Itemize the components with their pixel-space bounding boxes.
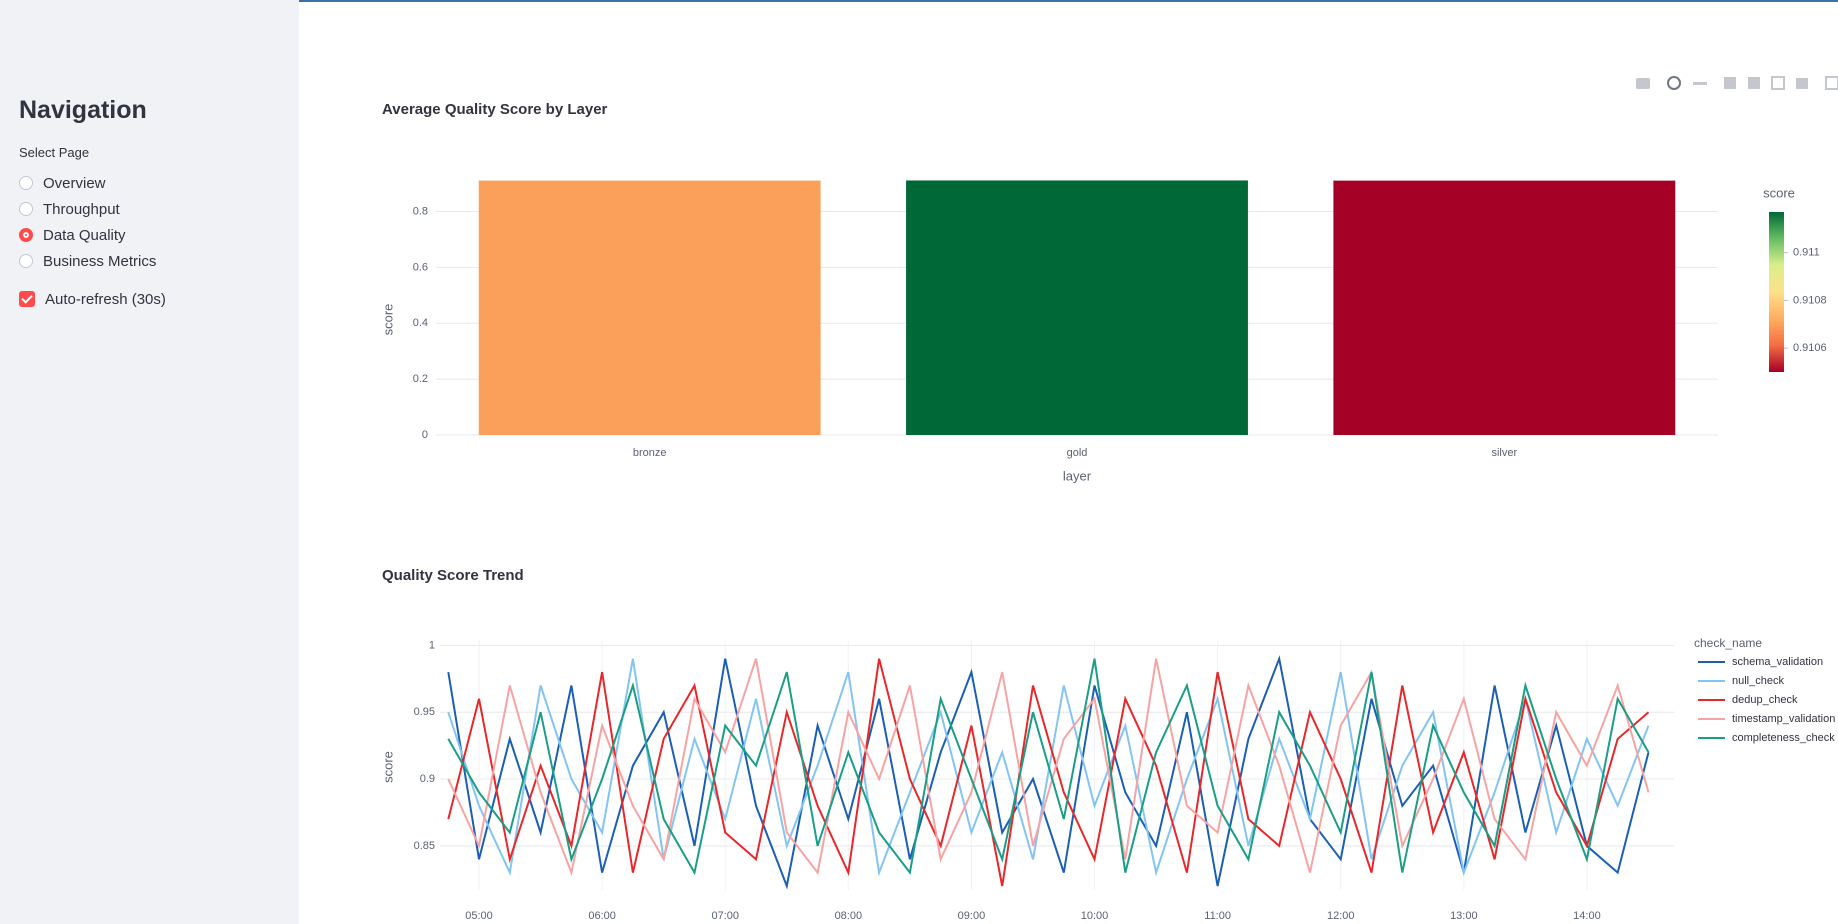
x-tick-label: 05:00 [465,910,493,922]
y-tick-label: 0 [422,429,428,441]
legend-title: check_name [1694,636,1762,650]
x-tick-label: 14:00 [1573,910,1601,922]
radio-label: Select Page [19,145,90,160]
x-tick-label: 12:00 [1327,910,1355,922]
radio-option[interactable]: Data Quality [19,225,126,245]
radio-option[interactable]: Overview [19,173,106,193]
colorbar-tick-label: 0.911 [1793,247,1820,259]
toolbar [1636,76,1838,90]
camera-icon[interactable] [1636,78,1650,89]
radio-button[interactable] [19,228,33,242]
x-tick-label: 13:00 [1450,910,1478,922]
y-tick-label: 0.95 [414,706,435,718]
y-tick-label: 0.2 [413,373,428,385]
x-tick-label: gold [1067,447,1088,459]
legend-label: completeness_check [1732,732,1835,744]
y-tick-label: 0.8 [413,205,428,217]
bar [906,180,1248,435]
autoscale-icon[interactable] [1771,76,1785,90]
colorbar-tick-label: 0.9106 [1793,342,1827,354]
chart-title: Average Quality Score by Layer [382,101,608,118]
radio-text: Data Quality [43,226,126,244]
radio-text: Overview [43,174,106,192]
y-tick-label: 0.4 [413,317,428,329]
bar [1333,180,1676,435]
legend-label: null_check [1732,675,1784,687]
fullscreen-icon[interactable] [1825,76,1838,90]
checkbox[interactable] [19,291,35,307]
legend-label: schema_validation [1732,656,1823,668]
series-line [447,658,1650,876]
radio-text: Business Metrics [43,252,157,270]
legend-label: dedup_check [1732,694,1798,706]
zoom-icon[interactable] [1667,76,1681,90]
y-tick-label: 0.6 [413,261,428,273]
radio-text: Throughput [43,200,120,218]
checkbox-option[interactable]: Auto-refresh (30s) [19,289,166,309]
zoom-in-icon[interactable] [1724,77,1736,89]
radio-option[interactable]: Throughput [19,199,120,219]
x-tick-label: 08:00 [835,910,863,922]
y-tick-label: 1 [429,639,435,651]
y-tick-label: 0.9 [420,773,435,785]
sidebar: Navigation Select Page Overview Throughpu… [0,0,299,924]
series-line [447,655,1650,890]
x-tick-label: 07:00 [711,910,739,922]
y-axis-title: score [380,751,395,783]
x-tick-label: 10:00 [1081,910,1109,922]
bar [478,180,821,435]
x-tick-label: bronze [633,447,667,459]
x-tick-label: 11:00 [1204,910,1231,922]
x-tick-label: 09:00 [958,910,986,922]
radio-button[interactable] [19,202,33,216]
colorbar-tick-label: 0.9108 [1793,294,1827,306]
y-axis-title: score [380,304,395,336]
radio-option[interactable]: Business Metrics [19,251,156,271]
zoom-out-icon[interactable] [1748,77,1760,89]
y-tick-label: 0.85 [414,840,435,852]
radio-button[interactable] [19,176,33,190]
x-tick-label: silver [1491,447,1517,459]
series-line [447,658,1650,877]
nav-title: Navigation [19,96,147,124]
legend-label: timestamp_validation [1732,713,1835,725]
radio-button[interactable] [19,254,33,268]
main [299,0,1838,924]
colorbar-title: score [1763,185,1795,200]
x-axis-title: layer [1063,468,1092,483]
chart-title: Quality Score Trend [382,567,524,584]
checkbox-text: Auto-refresh (30s) [45,290,166,308]
series-line [447,658,1650,887]
x-tick-label: 06:00 [588,910,616,922]
colorbar [1769,212,1784,372]
home-icon[interactable] [1796,78,1808,89]
pan-icon[interactable] [1693,82,1707,85]
